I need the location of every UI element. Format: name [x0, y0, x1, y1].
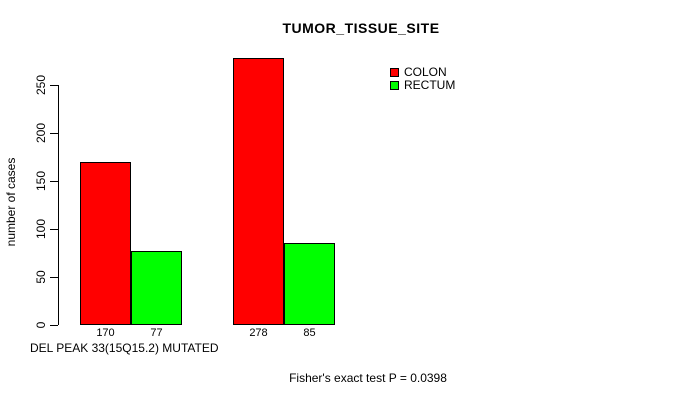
legend: COLON RECTUM: [390, 66, 455, 92]
fisher-test-caption: Fisher's exact test P = 0.0398: [289, 371, 447, 385]
bar-colon-group-1: [80, 161, 131, 325]
bar-colon-group-2: [233, 58, 284, 325]
y-tick-label: 250: [34, 74, 48, 96]
y-tick-label: 0: [34, 321, 48, 329]
y-axis-label: number of cases: [4, 157, 18, 247]
y-tick-label: 50: [34, 270, 48, 284]
y-tick-mark: [50, 276, 58, 278]
bar-value-label: 278: [249, 327, 268, 339]
y-tick-label: 150: [34, 170, 48, 192]
y-tick-mark: [50, 228, 58, 230]
bar-rectum-group-1: [131, 251, 182, 325]
y-axis: [58, 85, 59, 325]
y-tick-mark: [50, 324, 58, 326]
bar-value-label: 77: [150, 327, 163, 339]
x-axis-caption: DEL PEAK 33(15Q15.2) MUTATED: [30, 341, 219, 355]
legend-label: RECTUM: [404, 78, 456, 92]
y-tick-mark: [50, 132, 58, 134]
legend-item: RECTUM: [390, 79, 455, 92]
legend-item: COLON: [390, 66, 455, 79]
legend-swatch-rectum: [390, 81, 399, 90]
y-tick-mark: [50, 84, 58, 86]
legend-label: COLON: [404, 65, 447, 79]
bar-value-label: 170: [96, 327, 115, 339]
y-tick-label: 200: [34, 122, 48, 144]
y-tick-mark: [50, 180, 58, 182]
chart-title: TUMOR_TISSUE_SITE: [282, 20, 440, 36]
legend-swatch-colon: [390, 68, 399, 77]
bar-rectum-group-2: [284, 243, 335, 325]
bar-value-label: 85: [303, 327, 316, 339]
y-tick-label: 100: [34, 218, 48, 240]
